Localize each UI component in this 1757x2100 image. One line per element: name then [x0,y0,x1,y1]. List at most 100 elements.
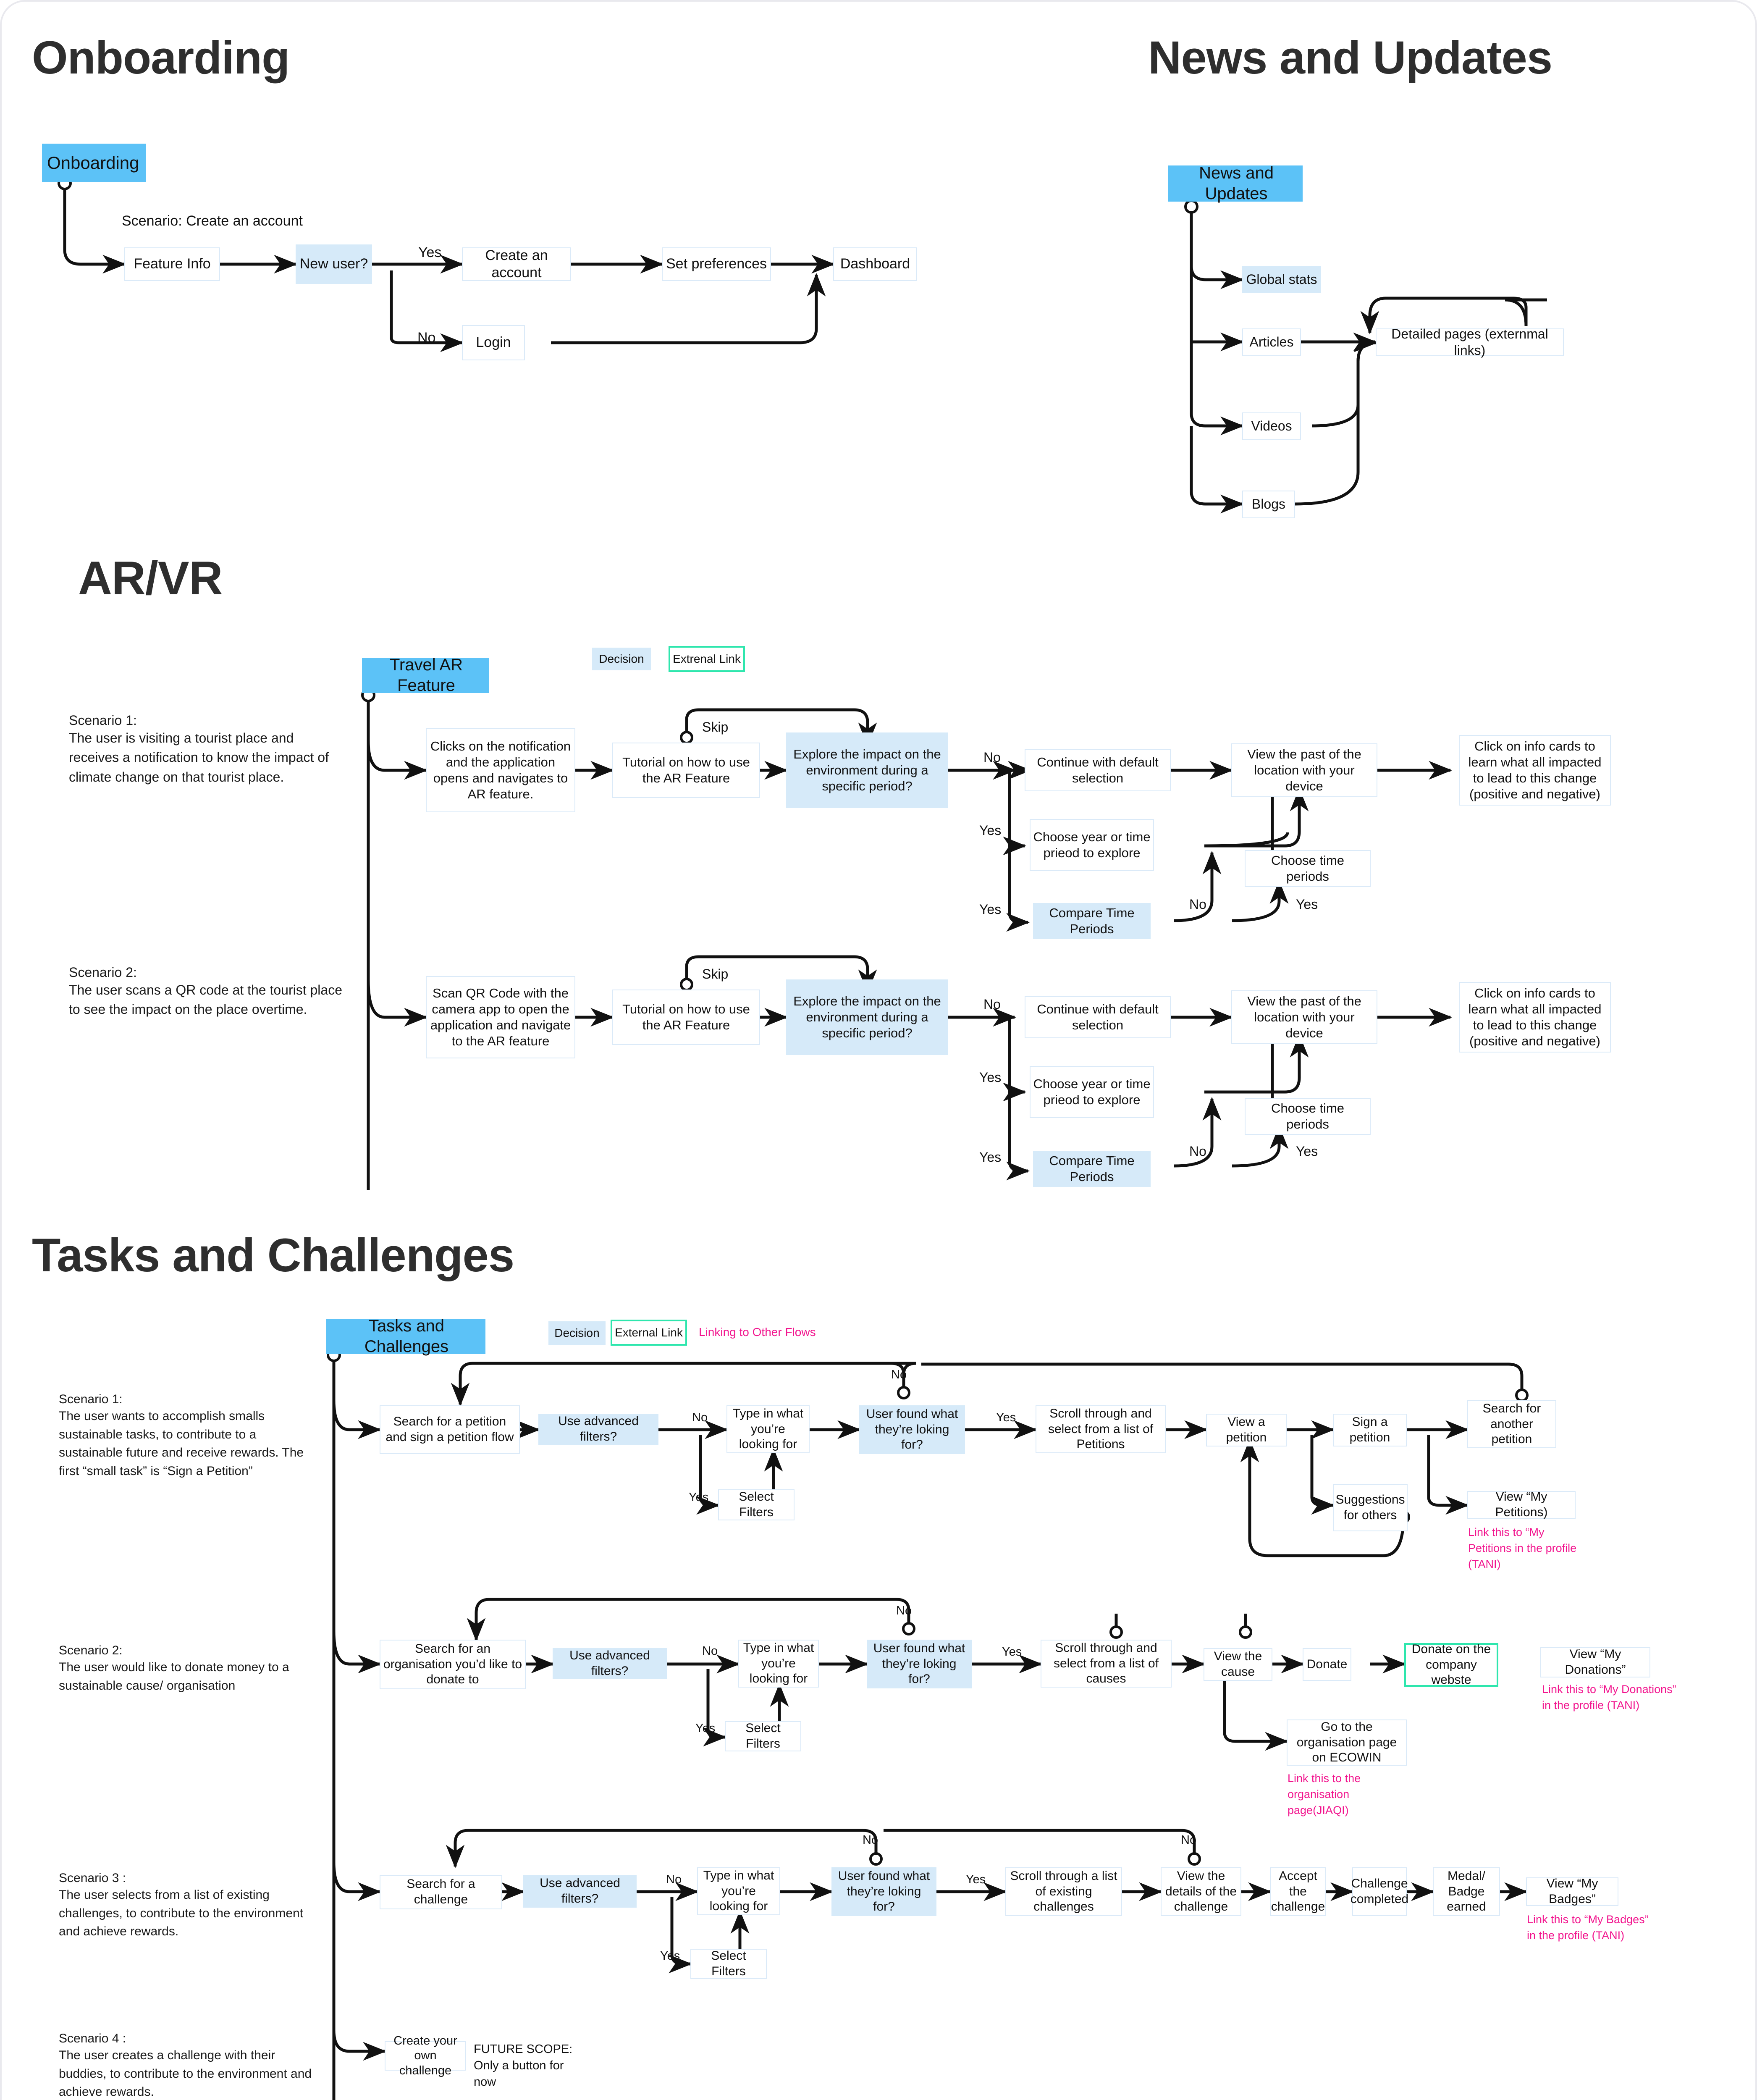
node-t3-found[interactable]: User found what they’re loking for? [831,1867,936,1916]
arvr-scenario1-heading: Scenario 1: [69,713,137,728]
edge-arvr-s1-no2: No [1189,897,1206,912]
start-chip-arvr[interactable]: Travel AR Feature [362,656,489,695]
edge-arvr-s2-no2: No [1189,1144,1206,1159]
node-t1-search-another[interactable]: Search for another petition [1467,1400,1556,1448]
node-t3-completed[interactable]: Challenge completed [1351,1867,1408,1916]
section-title-news: News and Updates [1148,32,1552,84]
node-t2-search[interactable]: Search for an organisation you’d like to… [380,1640,526,1689]
legend-tasks-decision: Decision [548,1321,606,1345]
legend-arvr-external-link: Extrenal Link [669,646,745,672]
node-new-user[interactable]: New user? [296,244,372,284]
tasks-scenario1-heading: Scenario 1: [59,1392,123,1406]
node-t3-accept[interactable]: Accept the challenge [1270,1867,1326,1916]
edge-t2-yes2: Yes [1002,1645,1022,1659]
node-articles[interactable]: Articles [1242,328,1301,356]
node-t2-type-in[interactable]: Type in what you’re looking for [738,1640,819,1688]
tasks-scenario4-future-note: FUTURE SCOPE: Only a button for now [474,2042,573,2089]
edge-arvr-s2-yes2: Yes [979,1150,1002,1165]
edge-arvr-s2-yes1: Yes [979,1070,1002,1085]
node-arvr-s2-choose-periods[interactable]: Choose time periods [1245,1098,1371,1135]
node-arvr-s2-explore[interactable]: Explore the impact on the environment du… [786,979,948,1055]
edge-t1-no2: No [891,1368,907,1381]
start-chip-tasks[interactable]: Tasks and Challenges [326,1317,485,1356]
node-t3-filters[interactable]: Use advanced filters? [523,1875,637,1908]
edge-arvr-s1-yes3: Yes [1296,897,1318,912]
node-set-preferences[interactable]: Set preferences [662,247,771,281]
node-t2-donate[interactable]: Donate [1303,1648,1351,1681]
node-arvr-s1-explore[interactable]: Explore the impact on the environment du… [786,732,948,808]
node-t1-scroll[interactable]: Scroll through and select from a list of… [1036,1405,1166,1453]
node-arvr-s2-entry[interactable]: Scan QR Code with the camera app to open… [426,976,575,1058]
node-videos[interactable]: Videos [1242,412,1301,440]
edge-t1-yes1: Yes [689,1491,709,1504]
node-t1-sign[interactable]: Sign a petition [1333,1414,1407,1446]
node-t1-search[interactable]: Search for a petition and sign a petitio… [380,1405,520,1454]
node-t2-org-page[interactable]: Go to the organisation page on ECOWIN [1287,1719,1407,1766]
node-t3-my-badges[interactable]: View “My Badges” [1526,1877,1618,1906]
node-t2-scroll[interactable]: Scroll through and select from a list of… [1041,1640,1172,1688]
node-t1-filters[interactable]: Use advanced filters? [538,1414,658,1445]
edge-t3-yes1: Yes [660,1949,680,1963]
node-t1-type-in[interactable]: Type in what you’re looking for [726,1405,810,1453]
tasks-scenario2-body: The user would like to donate money to a… [59,1660,289,1693]
tasks-scenario4-body: The user creates a challenge with their … [59,2048,312,2099]
edge-t1-no1: No [692,1411,708,1424]
onboarding-scenario-label: Scenario: Create an account [122,213,303,229]
node-t2-filters[interactable]: Use advanced filters? [553,1648,667,1679]
node-t3-search[interactable]: Search for a challenge [380,1875,502,1909]
node-arvr-s1-tutorial[interactable]: Tutorial on how to use the AR Feature [612,743,760,798]
node-arvr-s2-tutorial[interactable]: Tutorial on how to use the AR Feature [612,990,760,1045]
node-global-stats[interactable]: Global stats [1242,266,1321,293]
node-arvr-s1-info-cards[interactable]: Click on info cards to learn what all im… [1459,735,1611,806]
node-t3-type-in[interactable]: Type in what you’re looking for [697,1867,780,1915]
note-t3-my-badges: Link this to “My Badges” in the profile … [1527,1913,1649,1942]
node-blogs[interactable]: Blogs [1242,491,1295,518]
node-t3-select-filters[interactable]: Select Filters [690,1949,767,1979]
node-dashboard[interactable]: Dashboard [833,247,917,281]
edge-arvr-s1-yes1: Yes [979,823,1002,838]
node-arvr-s2-info-cards[interactable]: Click on info cards to learn what all im… [1459,982,1611,1053]
node-arvr-s1-compare[interactable]: Compare Time Periods [1033,903,1151,939]
node-t1-suggestions[interactable]: Suggestions for others [1333,1484,1408,1531]
legend-tasks-linking: Linking to Other Flows [699,1326,816,1339]
node-arvr-s2-default[interactable]: Continue with default selection [1025,996,1171,1038]
node-t3-medal[interactable]: Medal/ Badge earned [1433,1867,1500,1916]
node-t2-found[interactable]: User found what they’re loking for? [867,1640,972,1688]
edge-t2-yes1: Yes [695,1722,716,1735]
note-t1-my-petitions: Link this to “My Petitions in the profil… [1468,1526,1577,1570]
start-chip-onboarding[interactable]: Onboarding [42,144,146,182]
node-arvr-s1-view-past[interactable]: View the past of the location with your … [1231,743,1377,797]
node-t1-select-filters[interactable]: Select Filters [718,1489,795,1520]
edge-t2-no1: No [702,1644,718,1658]
node-t3-details[interactable]: View the details of the challenge [1161,1867,1241,1916]
node-detailed-pages[interactable]: Detailed pages (externmal links) [1376,326,1564,358]
edge-arvr-s2-skip: Skip [702,966,729,982]
node-t1-found[interactable]: User found what they’re loking for? [859,1405,965,1454]
node-t4-create-challenge[interactable]: Create your own challenge [385,2034,466,2077]
node-arvr-s1-entry[interactable]: Clicks on the notification and the appli… [426,728,575,812]
node-t3-scroll[interactable]: Scroll through a list of existing challe… [1005,1867,1122,1916]
node-t1-view[interactable]: View a petition [1206,1414,1287,1446]
edge-arvr-s2-no1: No [983,997,1001,1012]
node-arvr-s2-compare[interactable]: Compare Time Periods [1033,1151,1151,1187]
node-arvr-s1-choose-year[interactable]: Choose year or time prieod to explore [1030,819,1154,871]
arvr-scenario2-heading: Scenario 2: [69,965,137,980]
node-create-account[interactable]: Create an account [462,247,571,281]
edge-arvr-s1-skip: Skip [702,719,729,735]
legend-tasks-external-link: External Link [611,1320,687,1346]
node-arvr-s2-choose-year[interactable]: Choose year or time prieod to explore [1030,1066,1154,1118]
node-login[interactable]: Login [462,325,525,360]
node-arvr-s2-view-past[interactable]: View the past of the location with your … [1231,990,1377,1044]
tasks-scenario2-heading: Scenario 2: [59,1643,123,1657]
node-arvr-s1-choose-periods[interactable]: Choose time periods [1245,850,1371,887]
note-t2-org-page: Link this to the organisation page(JIAQI… [1288,1772,1361,1816]
start-chip-news[interactable]: News and Updates [1168,164,1303,203]
node-t2-donate-website[interactable]: Donate on the company webste [1404,1642,1498,1687]
node-t2-select-filters[interactable]: Select Filters [725,1721,801,1751]
node-t2-my-donations[interactable]: View “My Donations” [1540,1647,1650,1677]
node-arvr-s1-default[interactable]: Continue with default selection [1025,749,1171,791]
node-t1-my-petitions[interactable]: View “My Petitions) [1467,1490,1576,1519]
node-feature-info[interactable]: Feature Info [124,247,220,281]
node-t2-view-cause[interactable]: View the cause [1204,1648,1272,1681]
arvr-scenario2-body: The user scans a QR code at the tourist … [69,982,342,1017]
